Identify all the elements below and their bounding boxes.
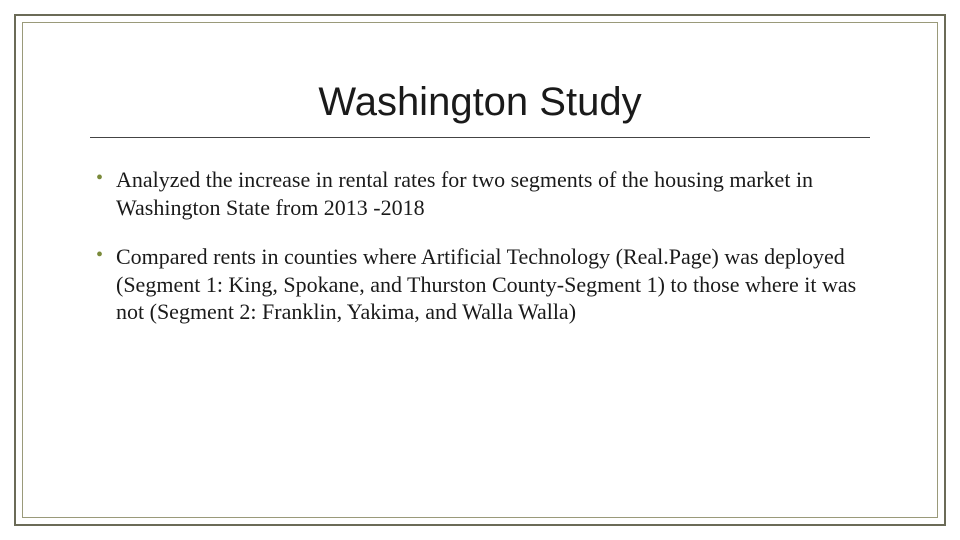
- slide: Washington Study Analyzed the increase i…: [0, 0, 960, 540]
- bullet-item: Compared rents in counties where Artific…: [90, 243, 870, 326]
- slide-content: Washington Study Analyzed the increase i…: [90, 80, 870, 348]
- slide-title: Washington Study: [90, 80, 870, 125]
- bullet-item: Analyzed the increase in rental rates fo…: [90, 166, 870, 221]
- title-rule: [90, 137, 870, 138]
- bullet-list: Analyzed the increase in rental rates fo…: [90, 166, 870, 326]
